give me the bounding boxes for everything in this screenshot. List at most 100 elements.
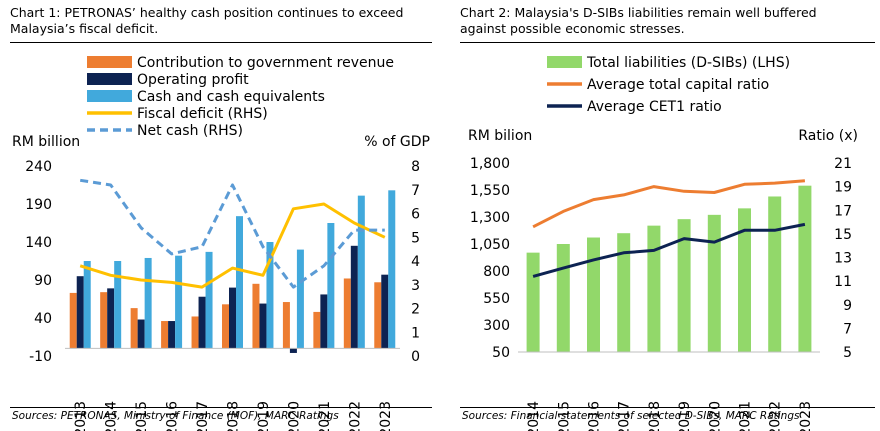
chart-1-legend-swatch-0: [87, 56, 132, 68]
chart-2-left-tick-label: 1,800: [470, 156, 510, 172]
chart-2-right-axis-label: Ratio (x): [798, 128, 858, 144]
chart-2-left-tick-label: 800: [483, 264, 510, 280]
chart-2-bottom-rule: [460, 407, 875, 408]
chart-1-bottom-rule: [10, 407, 432, 408]
chart-2-right-tick-label: 9: [843, 298, 852, 314]
chart-1-left-tick-label: 190: [25, 197, 52, 213]
chart-2-legend-swatch-0: [547, 56, 582, 68]
chart-2-right-tick-label: 17: [834, 203, 852, 219]
chart-1-bar-contribution-to-government-revenue-2013: [70, 293, 77, 348]
chart-1-bar-cash-and-cash-equivalents-2023: [388, 190, 395, 348]
chart-1-bar-operating-profit-2021: [320, 294, 327, 348]
chart-2-legend-label-2: Average CET1 ratio: [587, 99, 722, 115]
chart-1-legend-swatch-2: [87, 90, 132, 102]
chart-2-source: Sources: Financial statements of selecte…: [462, 410, 799, 422]
chart-2-bar-total-liabilities-d-sibs-lhs--2015: [557, 244, 570, 352]
chart-1-bar-cash-and-cash-equivalents-2016: [175, 256, 182, 349]
chart-panel-left: Chart 1: PETRONAS’ healthy cash position…: [0, 0, 440, 431]
chart-1-right-tick-label: 0: [411, 349, 420, 365]
chart-2-bar-total-liabilities-d-sibs-lhs--2022: [768, 196, 781, 352]
chart-2-left-tick-label: 1,300: [470, 210, 510, 226]
chart-1-bar-operating-profit-2016: [168, 321, 175, 348]
chart-1-left-tick-label: 240: [25, 159, 52, 175]
chart-1-bar-cash-and-cash-equivalents-2013: [84, 261, 91, 348]
chart-2-right-tick-label: 11: [834, 274, 852, 290]
chart-2-right-tick-label: 15: [834, 227, 852, 243]
chart-1-legend-label-3: Fiscal deficit (RHS): [137, 106, 268, 122]
chart-1-source: Sources: PETRONAS, Ministry of Finance (…: [12, 410, 339, 422]
chart-2-bar-total-liabilities-d-sibs-lhs--2023: [798, 186, 811, 352]
chart-1-bar-cash-and-cash-equivalents-2022: [358, 196, 365, 349]
chart-1-bar-operating-profit-2020: [290, 348, 297, 353]
chart-1-left-axis-label: RM billion: [12, 134, 80, 150]
chart-1-bar-operating-profit-2014: [107, 288, 114, 348]
chart-2-right-tick-label: 19: [834, 180, 852, 196]
chart-1-right-tick-label: 5: [411, 230, 420, 246]
chart-1-category-label-2022: 2022: [347, 401, 363, 431]
chart-1-left-tick-label: 40: [34, 311, 52, 327]
chart-1-bar-operating-profit-2019: [259, 304, 266, 349]
chart-1-left-tick-label: 90: [34, 273, 52, 289]
chart-2-right-tick-label: 21: [834, 156, 852, 172]
chart-1-bar-contribution-to-government-revenue-2023: [374, 282, 381, 348]
chart-2-bar-total-liabilities-d-sibs-lhs--2016: [587, 238, 600, 352]
chart-1-bar-operating-profit-2018: [229, 288, 236, 349]
chart-1-bar-operating-profit-2023: [381, 275, 388, 349]
chart-1-bar-contribution-to-government-revenue-2014: [100, 292, 107, 348]
chart-1-bar-operating-profit-2015: [138, 320, 145, 349]
chart-2-bar-total-liabilities-d-sibs-lhs--2014: [527, 253, 540, 352]
chart-1-bar-cash-and-cash-equivalents-2017: [206, 252, 213, 349]
chart-1-legend-label-0: Contribution to government revenue: [137, 55, 394, 71]
chart-1-bar-cash-and-cash-equivalents-2021: [327, 223, 334, 348]
chart-1-bar-operating-profit-2022: [351, 246, 358, 349]
chart-1-right-tick-label: 4: [411, 254, 420, 270]
chart-2-right-tick-label: 7: [843, 321, 852, 337]
chart-1-bar-cash-and-cash-equivalents-2020: [297, 250, 304, 349]
chart-2-left-tick-label: 300: [483, 318, 510, 334]
chart-2-line-average-cet1-ratio: [533, 224, 805, 276]
chart-1-bar-contribution-to-government-revenue-2016: [161, 321, 168, 348]
chart-2-bar-total-liabilities-d-sibs-lhs--2020: [708, 215, 721, 352]
chart-2-right-tick-label: 5: [843, 345, 852, 361]
chart-1-line-fiscal-deficit-rhs-: [80, 204, 385, 287]
chart-2-legend-label-0: Total liabilities (D-SIBs) (LHS): [586, 55, 790, 71]
chart-2-right-tick-label: 13: [834, 251, 852, 267]
chart-1-right-tick-label: 6: [411, 207, 420, 223]
chart-1-right-tick-label: 1: [411, 325, 420, 341]
chart-1-bar-contribution-to-government-revenue-2015: [131, 308, 138, 348]
chart-1-category-label-2023: 2023: [378, 401, 394, 431]
chart-1-plot: Contribution to government revenueOperat…: [0, 0, 440, 431]
chart-1-bar-operating-profit-2013: [77, 276, 84, 348]
chart-1-bar-operating-profit-2017: [199, 297, 206, 349]
chart-2-plot: Total liabilities (D-SIBs) (LHS) Average …: [450, 0, 880, 431]
chart-2-category-label-2023: 2023: [798, 401, 814, 431]
chart-2-left-tick-label: 550: [483, 291, 510, 307]
chart-1-bar-contribution-to-government-revenue-2019: [252, 284, 259, 349]
chart-2-line-average-total-capital-ratio: [533, 181, 805, 227]
chart-1-legend-swatch-1: [87, 73, 132, 85]
chart-2-left-tick-label: 50: [492, 345, 510, 361]
chart-1-bar-contribution-to-government-revenue-2018: [222, 304, 229, 348]
chart-2-bar-total-liabilities-d-sibs-lhs--2018: [647, 226, 660, 352]
chart-1-right-tick-label: 7: [411, 183, 420, 199]
chart-1-legend-label-4: Net cash (RHS): [137, 123, 243, 139]
chart-1-right-tick-label: 3: [411, 278, 420, 294]
chart-2-legend-label-1: Average total capital ratio: [587, 77, 769, 93]
chart-1-left-tick-label: 140: [25, 235, 52, 251]
chart-1-bar-cash-and-cash-equivalents-2018: [236, 216, 243, 348]
chart-1-bar-contribution-to-government-revenue-2017: [192, 316, 199, 348]
chart-1-right-tick-label: 2: [411, 302, 420, 318]
chart-1-line-net-cash-rhs-: [80, 180, 385, 287]
chart-1-left-tick-label: -10: [29, 349, 52, 365]
chart-1-bar-contribution-to-government-revenue-2021: [313, 312, 320, 348]
chart-1-right-tick-label: 8: [411, 159, 420, 175]
chart-1-bar-cash-and-cash-equivalents-2014: [114, 261, 121, 348]
chart-1-bar-cash-and-cash-equivalents-2015: [145, 258, 152, 348]
chart-2-left-tick-label: 1,050: [470, 237, 510, 253]
chart-2-left-tick-label: 1,550: [470, 183, 510, 199]
chart-2-left-axis-label: RM bilion: [468, 128, 532, 144]
chart-1-bar-contribution-to-government-revenue-2020: [283, 302, 290, 348]
chart-1-legend-label-2: Cash and cash equivalents: [137, 89, 325, 105]
chart-panel-right: Chart 2: Malaysia's D-SIBs liabilities r…: [450, 0, 880, 431]
chart-1-right-axis-label: % of GDP: [364, 134, 430, 150]
